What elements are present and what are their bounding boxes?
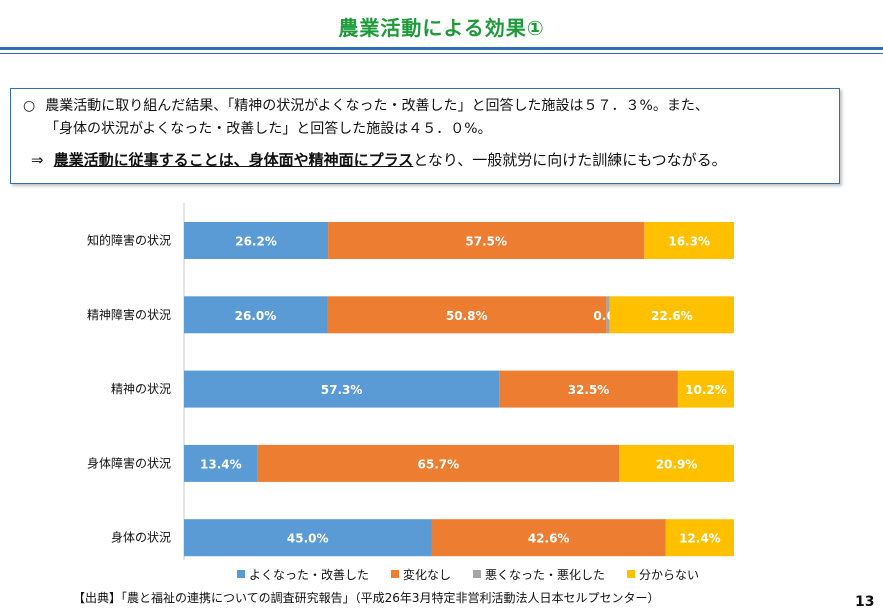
legend-item: よくなった・改善した	[237, 566, 369, 583]
bullet-circle-icon: ○	[23, 98, 36, 114]
bar-segment	[184, 444, 258, 482]
data-label: 42.6%	[528, 532, 570, 546]
legend-swatch	[627, 570, 636, 578]
data-label: 45.0%	[287, 532, 329, 546]
legend-item: 変化なし	[391, 566, 451, 583]
bar-segment	[327, 296, 607, 334]
stacked-bar-chart: 知的障害の状況26.2%57.5%16.3%精神障害の状況26.0%50.8%0…	[87, 203, 734, 560]
data-label: 20.9%	[656, 457, 698, 471]
bar-segment	[619, 444, 734, 482]
legend-item: 悪くなった・悪化した	[473, 566, 605, 583]
category-label: 身体障害の状況	[87, 455, 171, 470]
legend-label: 変化なし	[403, 567, 452, 582]
summary-line-1: ○ 農業活動に取り組んだ結果、「精神の状況がよくなった・改善した」と回答した施設は…	[23, 95, 709, 115]
bar-segment	[328, 222, 645, 259]
data-label: 12.4%	[679, 532, 721, 546]
summary-conclusion-text: となり、一般就労に向けた訓練にもつながる。	[413, 151, 727, 169]
data-label: 26.2%	[235, 235, 277, 249]
data-label: 57.3%	[321, 383, 363, 397]
chart-legend: よくなった・改善した 変化なし 悪くなった・悪化した 分からない	[237, 566, 721, 582]
arrow-icon: ⇒	[31, 151, 44, 169]
bar-segment	[184, 296, 327, 334]
bar-segment	[184, 222, 329, 259]
summary-text-1: 農業活動に取り組んだ結果、「精神の状況がよくなった・改善した」と回答した施設は５…	[45, 98, 709, 114]
data-label: 22.6%	[651, 309, 693, 323]
summary-conclusion: ⇒ 農業活動に従事することは、身体面や精神面にプラスとなり、一般就労に向けた訓練に…	[31, 149, 727, 170]
data-label: 10.2%	[685, 383, 727, 397]
legend-swatch	[391, 570, 400, 578]
summary-line-2: 「身体の状況がよくなった・改善した」と回答した施設は４５．０%。	[45, 121, 492, 137]
bar-segment	[609, 296, 734, 334]
data-label: 26.0%	[235, 309, 277, 323]
title-divider	[0, 47, 883, 50]
legend-label: 分からない	[639, 567, 700, 582]
bar-segment	[665, 519, 734, 557]
data-label: 32.5%	[568, 383, 610, 397]
bar-segment	[431, 519, 666, 557]
bar-segment	[677, 370, 734, 408]
legend-label: 悪くなった・悪化した	[485, 567, 606, 582]
summary-emphasis: 農業活動に従事することは、身体面や精神面にプラス	[53, 151, 414, 169]
data-label: 57.5%	[465, 235, 507, 249]
bar-segment	[257, 444, 620, 482]
category-label: 精神障害の状況	[87, 307, 171, 322]
bar-segment	[499, 370, 678, 408]
legend-swatch	[473, 570, 482, 578]
data-label: 13.4%	[200, 457, 242, 471]
bar-segment	[606, 296, 610, 334]
bar-segment	[184, 370, 500, 408]
category-label: 知的障害の状況	[87, 233, 171, 248]
legend-item: 分からない	[627, 566, 699, 583]
summary-box: ○ 農業活動に取り組んだ結果、「精神の状況がよくなった・改善した」と回答した施設は…	[10, 88, 840, 184]
page-number: 13	[855, 594, 875, 610]
page-title: 農業活動による効果①	[338, 16, 545, 40]
category-label: 精神の状況	[111, 381, 171, 396]
category-label: 身体の状況	[111, 530, 171, 545]
source-citation: 【出典】「農と福祉の連携についての調査研究報告」（平成26年3月特定非営利活動法…	[73, 591, 660, 605]
bar-segment	[644, 222, 734, 259]
data-label: 50.8%	[446, 309, 488, 323]
legend-swatch	[237, 570, 245, 578]
title-divider-thin	[0, 53, 883, 54]
data-label: 16.3%	[668, 235, 710, 249]
legend-label: よくなった・改善した	[249, 567, 370, 582]
bar-segment	[184, 519, 432, 557]
data-label: 65.7%	[418, 457, 460, 471]
